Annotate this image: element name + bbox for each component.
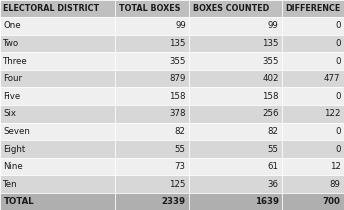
Bar xyxy=(115,140,189,158)
Bar xyxy=(0,158,115,175)
Text: 0: 0 xyxy=(335,92,341,101)
Bar xyxy=(189,175,282,193)
Text: Two: Two xyxy=(3,39,20,48)
Text: Seven: Seven xyxy=(3,127,30,136)
Text: Ten: Ten xyxy=(3,180,18,189)
Bar xyxy=(115,105,189,123)
Text: 135: 135 xyxy=(169,39,186,48)
Text: 0: 0 xyxy=(335,39,341,48)
Bar xyxy=(115,87,189,105)
Text: 89: 89 xyxy=(330,180,341,189)
Text: 99: 99 xyxy=(175,21,186,30)
Bar xyxy=(189,17,282,35)
Bar xyxy=(282,123,344,140)
Bar xyxy=(189,158,282,175)
Bar xyxy=(115,193,189,210)
Bar xyxy=(282,52,344,70)
Bar xyxy=(189,70,282,87)
Text: 256: 256 xyxy=(262,109,279,118)
Bar xyxy=(282,0,344,17)
Text: 125: 125 xyxy=(169,180,186,189)
Text: DIFFERENCE: DIFFERENCE xyxy=(286,4,341,13)
Bar xyxy=(115,123,189,140)
Bar xyxy=(115,175,189,193)
Text: 355: 355 xyxy=(169,56,186,66)
Text: 0: 0 xyxy=(335,21,341,30)
Bar xyxy=(0,105,115,123)
Bar xyxy=(0,35,115,52)
Text: Four: Four xyxy=(3,74,22,83)
Text: 2339: 2339 xyxy=(162,197,186,206)
Text: Five: Five xyxy=(3,92,21,101)
Bar xyxy=(0,0,115,17)
Text: 122: 122 xyxy=(324,109,341,118)
Bar xyxy=(0,193,115,210)
Bar xyxy=(0,17,115,35)
Bar xyxy=(0,87,115,105)
Bar xyxy=(282,70,344,87)
Bar xyxy=(282,87,344,105)
Bar xyxy=(115,35,189,52)
Text: 0: 0 xyxy=(335,144,341,154)
Text: TOTAL: TOTAL xyxy=(3,197,34,206)
Text: 355: 355 xyxy=(262,56,279,66)
Bar xyxy=(0,175,115,193)
Text: 402: 402 xyxy=(262,74,279,83)
Bar xyxy=(189,0,282,17)
Bar xyxy=(115,52,189,70)
Bar xyxy=(115,158,189,175)
Bar xyxy=(115,17,189,35)
Text: Eight: Eight xyxy=(3,144,26,154)
Text: 879: 879 xyxy=(169,74,186,83)
Bar xyxy=(0,140,115,158)
Text: ELECTORAL DISTRICT: ELECTORAL DISTRICT xyxy=(3,4,99,13)
Text: 0: 0 xyxy=(335,56,341,66)
Text: One: One xyxy=(3,21,21,30)
Bar xyxy=(189,105,282,123)
Text: BOXES COUNTED: BOXES COUNTED xyxy=(193,4,269,13)
Text: Nine: Nine xyxy=(3,162,23,171)
Text: 158: 158 xyxy=(262,92,279,101)
Text: 82: 82 xyxy=(268,127,279,136)
Text: 158: 158 xyxy=(169,92,186,101)
Bar xyxy=(115,70,189,87)
Bar xyxy=(189,35,282,52)
Text: Six: Six xyxy=(3,109,17,118)
Bar xyxy=(115,0,189,17)
Bar xyxy=(282,17,344,35)
Bar xyxy=(282,140,344,158)
Bar xyxy=(0,70,115,87)
Bar xyxy=(0,52,115,70)
Bar xyxy=(282,158,344,175)
Text: 700: 700 xyxy=(323,197,341,206)
Bar xyxy=(0,123,115,140)
Text: 378: 378 xyxy=(169,109,186,118)
Bar xyxy=(189,193,282,210)
Text: 1639: 1639 xyxy=(255,197,279,206)
Text: 36: 36 xyxy=(268,180,279,189)
Text: 99: 99 xyxy=(268,21,279,30)
Bar xyxy=(282,175,344,193)
Text: 82: 82 xyxy=(175,127,186,136)
Bar xyxy=(282,35,344,52)
Bar xyxy=(189,87,282,105)
Text: 135: 135 xyxy=(262,39,279,48)
Text: Three: Three xyxy=(3,56,28,66)
Bar xyxy=(189,140,282,158)
Text: 73: 73 xyxy=(175,162,186,171)
Text: 55: 55 xyxy=(268,144,279,154)
Bar xyxy=(189,123,282,140)
Bar xyxy=(189,52,282,70)
Text: 12: 12 xyxy=(330,162,341,171)
Bar xyxy=(282,105,344,123)
Text: TOTAL BOXES: TOTAL BOXES xyxy=(119,4,180,13)
Text: 61: 61 xyxy=(268,162,279,171)
Text: 477: 477 xyxy=(324,74,341,83)
Bar xyxy=(282,193,344,210)
Text: 0: 0 xyxy=(335,127,341,136)
Text: 55: 55 xyxy=(175,144,186,154)
